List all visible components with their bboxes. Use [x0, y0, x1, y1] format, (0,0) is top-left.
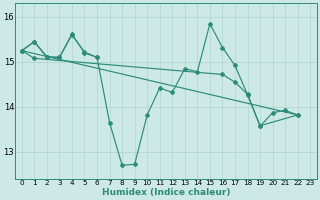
X-axis label: Humidex (Indice chaleur): Humidex (Indice chaleur)	[102, 188, 230, 197]
